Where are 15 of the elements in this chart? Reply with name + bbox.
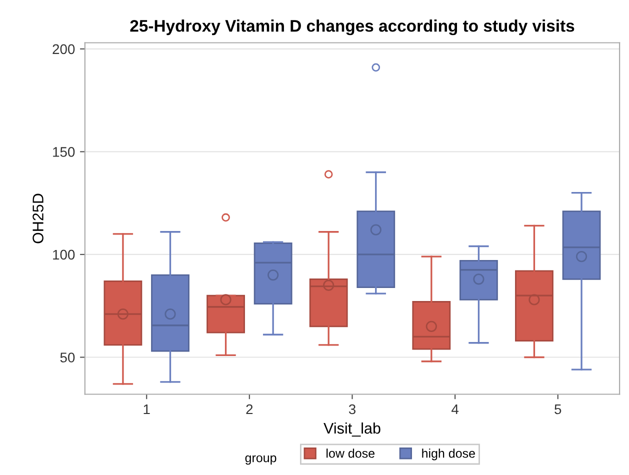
legend-label: low dose — [326, 448, 374, 458]
y-axis-title: OH25D — [32, 194, 44, 244]
x-tick-label: 3 — [348, 404, 356, 414]
y-tick-label: 50 — [60, 352, 75, 362]
legend-title: group — [245, 455, 276, 465]
x-tick-label: 1 — [144, 404, 150, 414]
x-axis-title: Visit_lab — [324, 422, 380, 437]
chart-title: 25-Hydroxy Vitamin D changes according to study visits — [130, 20, 574, 36]
y-tick-label: 150 — [53, 147, 75, 157]
x-tick-label: 5 — [554, 404, 562, 414]
x-tick-label: 2 — [246, 404, 253, 414]
y-tick-label: 200 — [52, 44, 75, 54]
legend-label: high dose — [422, 448, 475, 460]
y-tick-label: 100 — [53, 250, 75, 260]
x-tick-label: 4 — [452, 404, 459, 414]
